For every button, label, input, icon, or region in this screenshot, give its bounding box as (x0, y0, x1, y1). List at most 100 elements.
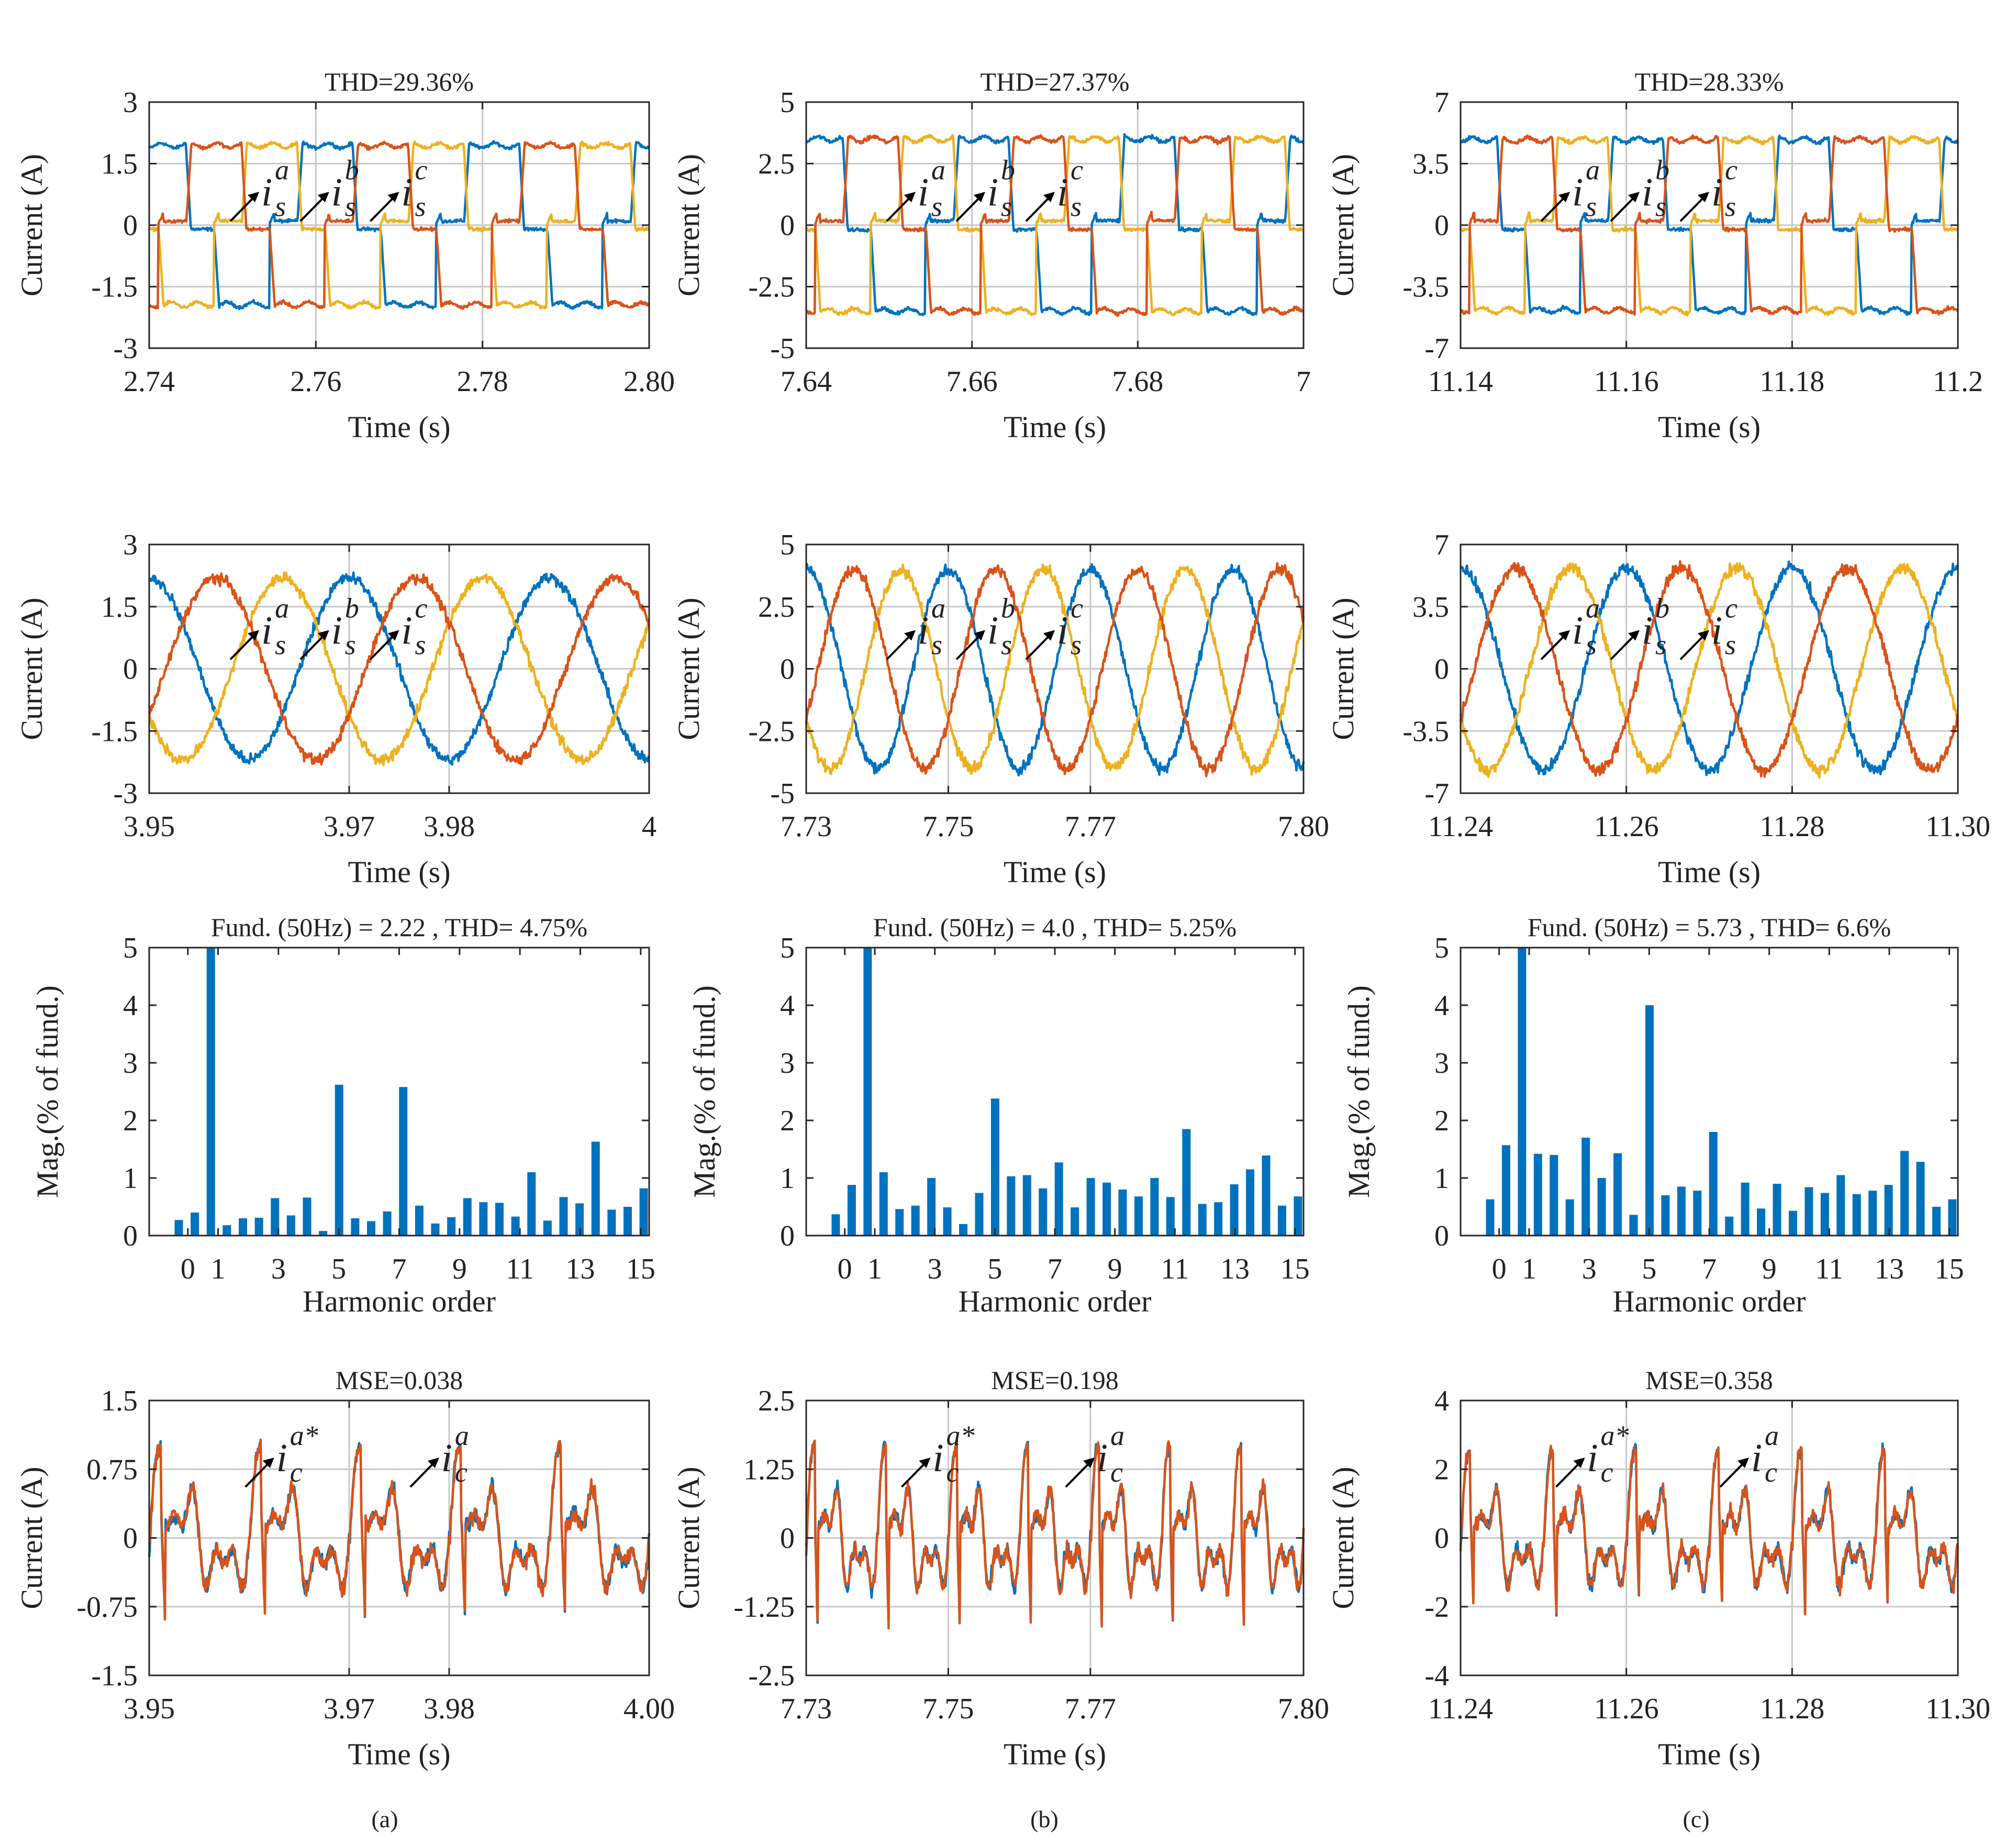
annotation-superscript: a (1586, 593, 1600, 624)
x-tick-label: 7.75 (922, 810, 974, 843)
bar (879, 1172, 888, 1236)
y-axis-label: Current (A) (15, 597, 49, 740)
bar (575, 1203, 584, 1236)
x-tick-label: 9 (452, 1253, 467, 1285)
panel-r2c2: 52.50-2.5-57.73 7.75 7.77 7.80i sai sbi scTime… (672, 529, 1329, 889)
y-axis-label: Current (A) (15, 1466, 49, 1609)
arrowhead-icon (919, 1458, 931, 1468)
bar (1773, 1184, 1781, 1236)
bar (1613, 1153, 1622, 1236)
arrowhead-icon (1043, 630, 1055, 641)
annotation-subscript: s (1655, 191, 1666, 222)
chart-title: THD=28.33% (1634, 67, 1784, 96)
y-axis-label: Current (A) (672, 1466, 706, 1609)
x-tick-label: 9 (1108, 1253, 1122, 1285)
annotation-s-a: i sa (1540, 593, 1600, 661)
series-line-i_s-a (1460, 560, 1959, 776)
y-tick-label: 0 (1434, 653, 1449, 686)
y-tick-label: -2.5 (748, 715, 795, 748)
bar (1007, 1176, 1016, 1236)
arrowhead-icon (904, 630, 916, 641)
series-line-i_s-c (148, 571, 651, 766)
annotation-subscript: s (1655, 629, 1666, 661)
bar (1054, 1162, 1063, 1236)
bar (1071, 1207, 1079, 1236)
y-tick-label: 0 (1434, 1220, 1449, 1252)
x-tick-label: 7.77 (1065, 810, 1116, 843)
bar (1134, 1196, 1143, 1236)
bar (447, 1217, 456, 1236)
x-tick-label: 3 (1582, 1253, 1597, 1285)
annotation-s-a: i sa (229, 593, 289, 661)
x-tick-label: 1 (867, 1253, 882, 1285)
bar (847, 1185, 856, 1236)
bar (1709, 1132, 1718, 1236)
series-line-i_s-a (148, 140, 650, 310)
y-tick-label: 0 (780, 1522, 795, 1555)
y-axis-label: Current (A) (1326, 154, 1360, 296)
bar (206, 948, 215, 1236)
bar (863, 948, 872, 1236)
bar (559, 1197, 568, 1236)
arrowhead-icon (1698, 630, 1709, 641)
y-tick-label: 0 (780, 209, 795, 242)
y-axis-label: Mag.(% of fund.) (30, 985, 64, 1198)
annotation-superscript: a (1765, 1420, 1779, 1451)
annotation-c-astar: i c a* (1555, 1420, 1629, 1488)
x-tick-label: 7.75 (922, 1693, 974, 1725)
bar (1725, 1216, 1734, 1236)
bar (1533, 1153, 1542, 1236)
x-tick-label: 2.80 (623, 365, 675, 398)
annotation-s-b: i sb (299, 593, 359, 661)
y-tick-label: 0 (123, 1522, 138, 1555)
bar (831, 1214, 840, 1236)
arrowhead-icon (1558, 630, 1570, 641)
x-tick-label: 5 (987, 1253, 1002, 1285)
bar (286, 1215, 295, 1236)
y-tick-label: 2 (1434, 1105, 1449, 1137)
y-tick-label: 0 (780, 1220, 795, 1252)
x-tick-label: 13 (566, 1253, 595, 1285)
x-axis-label: Time (s) (348, 410, 450, 444)
series-line-i_s-c (1459, 134, 1959, 317)
bar (1022, 1175, 1031, 1236)
panel-r2c3: 73.50-3.5-711.24 11.26 11.28 11.30i sai sbi sc… (1326, 529, 1990, 889)
x-tick-label: 0 (181, 1253, 195, 1285)
annotation-base: i (1642, 609, 1653, 653)
y-tick-label: -0.75 (76, 1591, 138, 1624)
bar (174, 1220, 183, 1236)
y-tick-label: -2.5 (748, 1660, 795, 1692)
bar (639, 1188, 648, 1236)
annotation-base: i (261, 609, 272, 653)
series-line-i_c-a (805, 1439, 1305, 1630)
y-axis-label: Current (A) (672, 597, 706, 740)
annotation-superscript: b (1655, 593, 1669, 624)
x-tick-label: 3.98 (424, 1693, 475, 1725)
y-tick-label: 2 (123, 1105, 138, 1137)
y-tick-label: 4 (1434, 1385, 1449, 1417)
bar (1741, 1182, 1750, 1236)
series-line-i_s-b (148, 572, 651, 766)
x-axis-label: Time (s) (348, 1737, 450, 1771)
annotation-subscript: s (1001, 629, 1012, 661)
x-tick-label: 11.18 (1759, 365, 1824, 398)
bar (463, 1198, 472, 1236)
annotation-subscript: s (275, 191, 286, 222)
bar (479, 1202, 488, 1236)
panel-r4c2: MSE=0.198 2.5 1.25 0 -1.25 -2.57.73 7.75 7.77 7.… (672, 1365, 1329, 1771)
caption-c: (c) (1683, 1806, 1709, 1832)
x-tick-label: 15 (1280, 1253, 1310, 1285)
annotation-s-b: i sb (299, 154, 359, 222)
y-tick-label: 2 (1434, 1453, 1449, 1486)
panel-r1c1: THD=29.36%31.50-1.5-32.74 2.76 2.78 2.80i sa… (15, 67, 675, 444)
annotation-s-c: i sc (370, 154, 428, 222)
arrowhead-icon (1737, 1458, 1749, 1468)
bar (607, 1209, 616, 1236)
annotation-s-c: i sc (1025, 154, 1083, 222)
annotation-base: i (933, 1436, 944, 1480)
annotation-superscript: a* (290, 1420, 318, 1451)
x-tick-label: 11.30 (1925, 810, 1990, 843)
annotation-c-a: i ca (1065, 1420, 1124, 1488)
